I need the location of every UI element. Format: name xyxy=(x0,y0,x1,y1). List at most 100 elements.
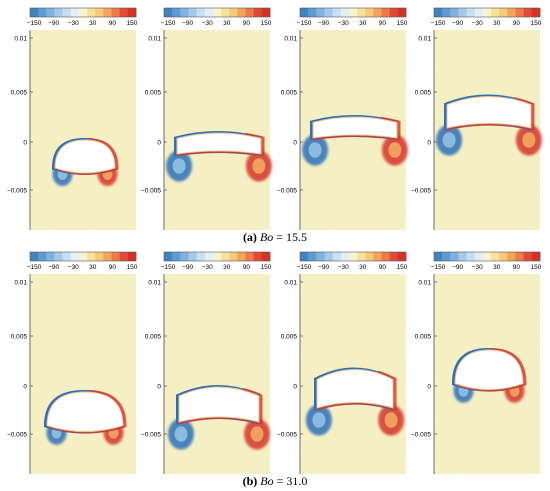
colorbar-tick-label: 150 xyxy=(127,20,138,27)
colorbar-cell xyxy=(111,252,120,261)
colorbar-tick-label: 150 xyxy=(127,264,138,271)
colorbar-cell xyxy=(164,252,173,261)
y-tick-label: 0.01 xyxy=(14,36,27,43)
colorbar-cell xyxy=(38,252,47,261)
colorbar-cell xyxy=(389,252,399,261)
colorbar-cell xyxy=(397,8,407,17)
y-tick-label: 0.005 xyxy=(415,334,432,341)
colorbar-tick-label: 150 xyxy=(397,20,408,27)
colorbar-cell xyxy=(381,252,390,261)
y-tick-label: 0.005 xyxy=(11,90,28,97)
colorbar-tick-label: 150 xyxy=(261,264,272,271)
colorbar-cell xyxy=(434,252,443,261)
y-tick-label: 0 xyxy=(23,384,27,391)
colorbar-cell xyxy=(316,252,325,261)
bubble xyxy=(46,391,124,433)
colorbar-tick-label: −90 xyxy=(452,264,463,271)
colorbar-tick-label: 30 xyxy=(493,264,501,271)
colorbar-cell xyxy=(253,252,263,261)
plot-r1-c3: −150 −90 −30 30 90 150 0.01 0.005 0 −0.005 xyxy=(411,251,542,474)
colorbar-cell xyxy=(54,252,63,261)
plot-r0-c3: −150 −90 −30 30 90 150 0.01 0.005 0 −0.005 xyxy=(411,7,542,230)
colorbar-tick-label: 150 xyxy=(397,264,408,271)
y-tick-label: 0.01 xyxy=(418,36,431,43)
plot-noise xyxy=(164,30,270,230)
colorbar-tick-label: 30 xyxy=(493,20,501,27)
colorbar-tick-label: 90 xyxy=(243,20,251,27)
colorbar-cell xyxy=(111,8,120,17)
colorbar-tick-label: −150 xyxy=(431,20,446,27)
vortex-negative-core xyxy=(172,158,186,174)
colorbar-cell xyxy=(474,252,484,261)
colorbar-tick-label: −150 xyxy=(297,264,312,271)
panel-b-caption: (b) Bo = 31.0 xyxy=(243,474,308,488)
colorbar-cell xyxy=(119,8,129,17)
colorbar-cell xyxy=(172,252,181,261)
colorbar-tick-label: −30 xyxy=(202,264,213,271)
colorbar-frame xyxy=(299,7,407,18)
y-tick-label: 0 xyxy=(427,140,431,147)
colorbar-cell xyxy=(103,8,112,17)
colorbar-cell xyxy=(308,8,317,17)
colorbar-tick-label: −30 xyxy=(472,264,483,271)
colorbar-tick-label: 90 xyxy=(513,20,521,27)
y-tick-label: 0.01 xyxy=(284,36,297,43)
plot-r1-c1: −150 −90 −30 30 90 150 0.01 0.005 0 −0.005 xyxy=(141,251,272,474)
colorbar-cell xyxy=(229,252,238,261)
colorbar-cell xyxy=(365,252,374,261)
y-tick-label: −0.005 xyxy=(411,432,431,439)
colorbar-cell xyxy=(30,252,39,261)
y-tick-label: 0.005 xyxy=(281,90,298,97)
y-tick-label: −0.005 xyxy=(277,188,297,195)
colorbar-cell xyxy=(237,252,246,261)
colorbar-cell xyxy=(221,8,230,17)
colorbar-cell xyxy=(450,8,459,17)
colorbar-cell xyxy=(180,8,189,17)
colorbar-frame xyxy=(299,251,407,262)
colorbar-cell xyxy=(245,252,254,261)
colorbar-cell xyxy=(389,8,399,17)
colorbar-cell xyxy=(127,252,137,261)
y-tick-label: 0 xyxy=(427,384,431,391)
colorbar-tick-label: −150 xyxy=(161,20,176,27)
y-tick-label: 0.005 xyxy=(145,90,162,97)
plot-r1-c2: −150 −90 −30 30 90 150 0.01 0.005 0 −0.005 xyxy=(277,251,408,474)
colorbar-tick-label: 150 xyxy=(531,264,542,271)
colorbar-cell xyxy=(188,8,197,17)
plot-r0-c0: −150 −90 −30 30 90 150 0.01 0.005 0 −0.005 xyxy=(7,7,138,230)
y-tick-label: 0 xyxy=(23,140,27,147)
colorbar-cell xyxy=(46,8,55,17)
bubble xyxy=(454,349,524,391)
colorbar-cell xyxy=(373,252,382,261)
plot-noise xyxy=(30,30,136,230)
colorbar-cell xyxy=(70,8,80,17)
y-tick-label: 0.005 xyxy=(145,334,162,341)
colorbar-tick-label: −90 xyxy=(318,20,329,27)
colorbar-cell xyxy=(78,8,88,17)
colorbar-tick-label: −30 xyxy=(68,20,79,27)
colorbar-frame xyxy=(29,7,137,18)
colorbar-cell xyxy=(103,252,112,261)
bubble xyxy=(54,139,116,174)
colorbar-cell xyxy=(340,252,350,261)
colorbar-cell xyxy=(95,252,104,261)
vortex-positive-core xyxy=(522,132,536,148)
colorbar-cell xyxy=(172,8,181,17)
y-tick-label: −0.005 xyxy=(141,188,161,195)
colorbar-tick-label: −30 xyxy=(202,20,213,27)
colorbar-tick-label: −150 xyxy=(431,264,446,271)
vortex-negative-core xyxy=(174,426,188,442)
colorbar-cell xyxy=(221,252,230,261)
y-tick-label: 0 xyxy=(157,384,161,391)
y-tick-label: 0.01 xyxy=(14,280,27,287)
colorbar-cell xyxy=(316,8,325,17)
colorbar-cell xyxy=(515,252,524,261)
colorbar-frame xyxy=(433,7,541,18)
panel-a-caption: (a) Bo = 15.5 xyxy=(243,230,307,244)
colorbar-cell xyxy=(70,252,80,261)
colorbar-cell xyxy=(482,252,492,261)
colorbar-cell xyxy=(340,8,350,17)
colorbar-tick-label: −150 xyxy=(161,264,176,271)
colorbar-frame xyxy=(433,251,541,262)
